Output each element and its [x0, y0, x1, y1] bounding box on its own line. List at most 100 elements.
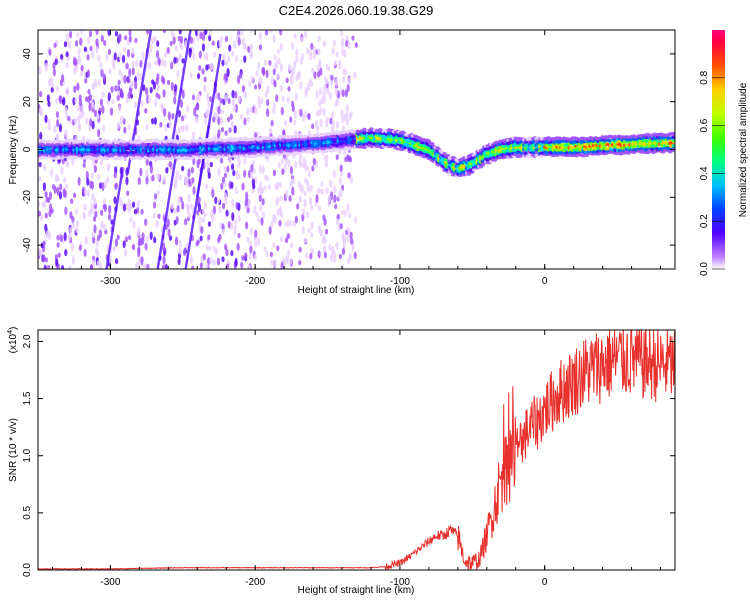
heatmap-noise-cell — [298, 195, 302, 204]
heatmap-noise-cell — [310, 247, 314, 253]
heatmap-noise-cell — [272, 68, 276, 76]
snr-y-scale-exp: 4 — [7, 330, 14, 334]
heatmap-noise-cell — [219, 97, 223, 104]
heatmap-noise-cell — [159, 121, 163, 128]
heatmap-noise-cell — [124, 248, 128, 257]
heatmap-noise-cell — [79, 37, 83, 46]
heatmap-noise-cell — [311, 165, 315, 172]
heatmap-noise-cell — [294, 215, 298, 224]
heatmap-noise-cell — [211, 40, 215, 46]
heatmap-noise-cell — [226, 263, 230, 269]
heatmap-noise-cell — [218, 233, 222, 240]
heatmap-noise-cell — [345, 40, 349, 48]
heatmap-noise-cell — [205, 244, 209, 251]
heatmap-noise-cell — [317, 205, 322, 212]
heatmap-noise-cell — [279, 235, 284, 243]
heatmap-noise-cell — [307, 82, 311, 91]
heatmap-noise-cell — [213, 51, 217, 58]
heatmap-noise-cell — [245, 221, 249, 230]
heatmap-noise-cell — [53, 124, 57, 134]
heatmap-noise-cell — [261, 67, 265, 74]
heatmap-noise-cell — [248, 252, 252, 260]
heatmap-noise-cell — [191, 131, 196, 140]
heatmap-noise-cell — [187, 194, 191, 203]
spectrogram-x-ticks: -300 -200 -100 0 — [51, 30, 662, 287]
heatmap-noise-cell — [112, 61, 116, 71]
heatmap-noise-cell — [55, 85, 60, 93]
spectrogram-y-label: Frequency (Hz) — [8, 116, 19, 185]
snr-y-scale: (x104) — [7, 327, 19, 354]
heatmap-noise-cell — [65, 51, 69, 58]
heatmap-noise-cell — [285, 189, 289, 199]
heatmap-noise-cell — [154, 59, 158, 66]
heatmap-noise-cell — [279, 42, 283, 52]
heatmap-ridge-cell — [430, 142, 435, 146]
heatmap-noise-cell — [347, 41, 351, 50]
heatmap-noise-cell — [67, 233, 72, 241]
heatmap-noise-cell — [87, 89, 91, 95]
chart-title: C2E4.2026.060.19.38.G29 — [279, 3, 434, 18]
heatmap-noise-cell — [123, 126, 127, 134]
heatmap-noise-cell — [322, 90, 326, 97]
heatmap-noise-cell — [250, 75, 255, 82]
heatmap-noise-cell — [168, 161, 172, 168]
heatmap-noise-cell — [209, 257, 213, 265]
heatmap-noise-cell — [244, 252, 248, 259]
heatmap-noise-cell — [91, 49, 95, 59]
heatmap-noise-cell — [177, 126, 182, 134]
heatmap-noise-cell — [88, 102, 92, 112]
heatmap-noise-cell — [312, 50, 316, 60]
heatmap-noise-cell — [206, 159, 210, 169]
heatmap-noise-cell — [337, 191, 341, 200]
heatmap-noise-cell — [167, 111, 171, 121]
heatmap-ridge-cell — [671, 132, 675, 136]
heatmap-noise-cell — [236, 243, 240, 251]
heatmap-noise-cell — [192, 52, 196, 61]
heatmap-noise-cell — [54, 173, 59, 183]
heatmap-noise-cell — [95, 46, 99, 55]
heatmap-noise-cell — [166, 79, 171, 86]
heatmap-noise-cell — [187, 178, 191, 185]
heatmap-noise-cell — [42, 254, 46, 263]
heatmap-noise-cell — [218, 205, 222, 214]
snr-y-scale-close: ) — [8, 327, 19, 330]
heatmap-noise-cell — [318, 99, 322, 108]
heatmap-noise-cell — [230, 221, 234, 231]
heatmap-noise-cell — [281, 95, 285, 103]
heatmap-noise-cell — [278, 181, 282, 188]
heatmap-noise-cell — [80, 30, 84, 35]
heatmap-noise-cell — [53, 42, 57, 48]
heatmap-noise-cell — [190, 166, 195, 174]
heatmap-noise-cell — [263, 185, 267, 191]
heatmap-noise-cell — [346, 233, 350, 243]
heatmap-noise-cell — [214, 247, 218, 256]
heatmap-noise-cell — [220, 126, 225, 133]
heatmap-noise-cell — [339, 30, 344, 37]
heatmap-noise-cell — [220, 116, 224, 125]
heatmap-noise-cell — [156, 72, 160, 81]
heatmap-noise-cell — [128, 35, 132, 43]
heatmap-noise-cell — [65, 62, 69, 69]
heatmap-noise-cell — [65, 161, 70, 168]
heatmap-noise-cell — [55, 98, 59, 104]
heatmap-noise-cell — [255, 211, 259, 217]
heatmap-noise-cell — [237, 172, 241, 179]
heatmap-noise-cell — [137, 176, 141, 185]
heatmap-noise-cell — [60, 264, 65, 269]
heatmap-noise-cell — [53, 185, 57, 194]
y-tick-label: 2.0 — [22, 334, 33, 348]
heatmap-noise-cell — [341, 41, 345, 48]
heatmap-noise-cell — [122, 203, 127, 212]
heatmap-noise-cell — [349, 174, 354, 184]
heatmap-noise-cell — [188, 47, 192, 54]
heatmap-noise-cell — [56, 234, 60, 241]
heatmap-noise-cell — [217, 92, 221, 101]
heatmap-noise-cell — [290, 77, 294, 86]
heatmap-ridge-cell — [305, 149, 310, 154]
heatmap-noise-cell — [340, 209, 345, 216]
y-tick-label: 0.0 — [22, 563, 33, 577]
heatmap-noise-cell — [278, 207, 283, 216]
heatmap-noise-cell — [104, 179, 108, 189]
heatmap-noise-cell — [323, 156, 327, 162]
heatmap-noise-cell — [263, 246, 267, 252]
